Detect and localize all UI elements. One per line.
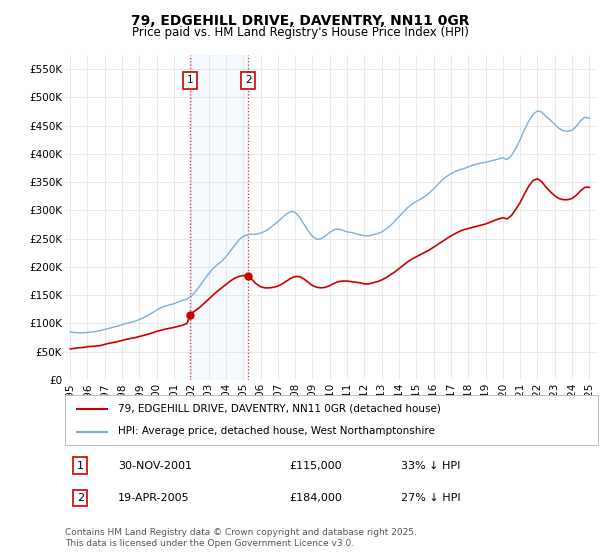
Text: Contains HM Land Registry data © Crown copyright and database right 2025.
This d: Contains HM Land Registry data © Crown c…	[65, 528, 417, 548]
Text: 30-NOV-2001: 30-NOV-2001	[118, 460, 193, 470]
Text: £184,000: £184,000	[289, 493, 342, 503]
Text: 27% ↓ HPI: 27% ↓ HPI	[401, 493, 460, 503]
Text: 1: 1	[77, 460, 84, 470]
Text: 79, EDGEHILL DRIVE, DAVENTRY, NN11 0GR (detached house): 79, EDGEHILL DRIVE, DAVENTRY, NN11 0GR (…	[118, 404, 441, 413]
Text: 79, EDGEHILL DRIVE, DAVENTRY, NN11 0GR: 79, EDGEHILL DRIVE, DAVENTRY, NN11 0GR	[131, 14, 469, 28]
Bar	[190, 55, 248, 380]
Text: 1: 1	[187, 76, 193, 86]
Text: 19-APR-2005: 19-APR-2005	[118, 493, 190, 503]
Text: Price paid vs. HM Land Registry's House Price Index (HPI): Price paid vs. HM Land Registry's House …	[131, 26, 469, 39]
Text: 2: 2	[77, 493, 84, 503]
Text: 33% ↓ HPI: 33% ↓ HPI	[401, 460, 460, 470]
Text: 2: 2	[245, 76, 251, 86]
Text: £115,000: £115,000	[289, 460, 341, 470]
Text: HPI: Average price, detached house, West Northamptonshire: HPI: Average price, detached house, West…	[118, 427, 435, 436]
